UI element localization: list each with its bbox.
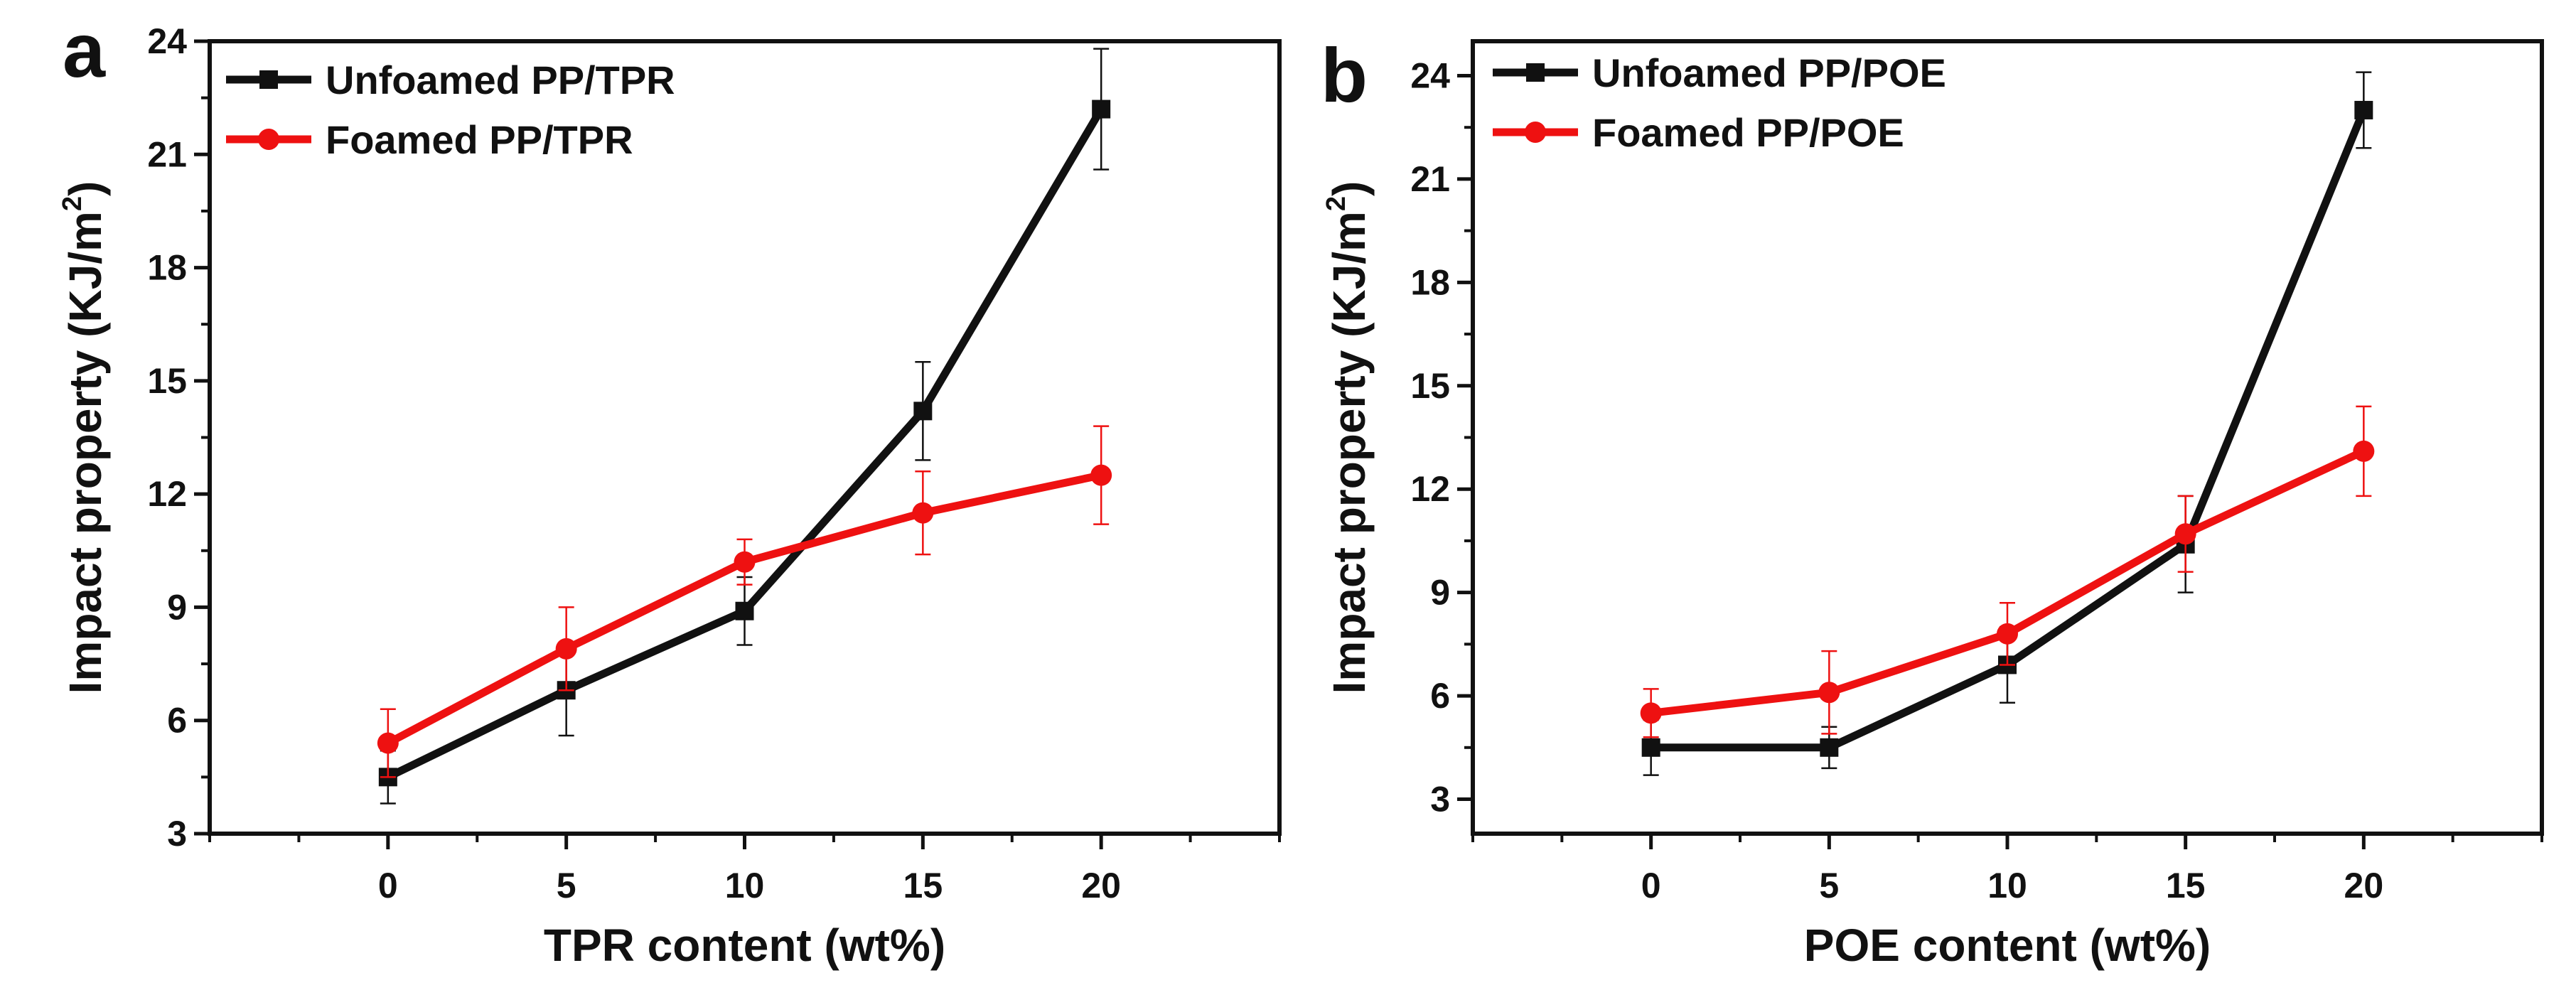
panel-label: b: [1321, 32, 1368, 118]
y-axis-title-main: Impact property (KJ/m: [60, 211, 111, 694]
x-axis-title: POE content (wt%): [1804, 920, 2211, 971]
data-point: [1090, 464, 1112, 486]
series-line: [386, 107, 1105, 781]
data-point: [1641, 738, 1660, 757]
x-axis-title: TPR content (wt%): [544, 920, 945, 971]
y-tick-label: 12: [147, 474, 187, 514]
panel-label: a: [63, 7, 106, 93]
y-tick-label: 24: [147, 21, 187, 61]
y-tick-label: 6: [167, 701, 187, 741]
y-axis-title: Impact property (KJ/m2): [1321, 181, 1375, 694]
legend-entry: Foamed PP/POE: [1493, 110, 1904, 155]
chart-panel-b: 0 5 10 15 20 3 6 9 12 15 18 21 24 POE content (wt%) Im…: [1321, 32, 2544, 971]
y-axis-title-main: Impact property (KJ/m: [1324, 211, 1375, 694]
legend-marker: [1525, 122, 1546, 143]
x-tick-label: 10: [1987, 866, 2027, 905]
x-tick-label: 20: [1081, 866, 1121, 905]
x-tick-label: 15: [2166, 866, 2206, 905]
x-tick-label: 20: [2344, 866, 2384, 905]
y-axis-title-end: ): [1324, 181, 1375, 196]
legend-label: Foamed PP/POE: [1592, 110, 1904, 155]
y-tick-label: 3: [1430, 780, 1450, 819]
y-axis-title: Impact property (KJ/m2): [58, 181, 111, 694]
y-axis-title-end: ): [60, 181, 111, 196]
legend-entry: Unfoamed PP/POE: [1493, 50, 1946, 95]
legend-entry: Foamed PP/TPR: [226, 117, 633, 162]
x-tick-label: 0: [1641, 866, 1661, 905]
legend-label: Unfoamed PP/TPR: [326, 58, 675, 102]
plot-frame: [1471, 39, 2544, 836]
y-tick-label: 21: [1410, 159, 1450, 199]
data-point: [734, 551, 756, 573]
data-point: [913, 402, 933, 421]
x-tick-label: 0: [378, 866, 398, 905]
data-point: [2354, 100, 2373, 119]
y-tick-label: 12: [1410, 469, 1450, 509]
x-tick-label: 5: [557, 866, 576, 905]
x-tick-label: 10: [725, 866, 765, 905]
y-tick-label: 18: [1410, 262, 1450, 302]
data-point: [1818, 682, 1840, 704]
legend-marker: [1526, 63, 1545, 82]
legend-label: Unfoamed PP/POE: [1592, 50, 1946, 95]
y-tick-label: 21: [147, 134, 187, 174]
legend-entry: Unfoamed PP/TPR: [226, 58, 675, 102]
data-point: [1640, 702, 1662, 724]
data-point: [735, 601, 754, 620]
y-tick-label: 18: [147, 248, 187, 288]
chart-panel-a: 0 5 10 15 20 3 6 9 12 15 18 21 24 TPR content (wt%) Im…: [58, 7, 1282, 971]
legend-marker: [258, 129, 279, 150]
x-tick-label: 5: [1819, 866, 1839, 905]
legend-label: Foamed PP/TPR: [326, 117, 633, 162]
y-axis-title-superscript: 2: [58, 196, 87, 211]
legend-marker: [259, 70, 278, 89]
y-tick-label: 24: [1410, 55, 1450, 95]
x-tick-label: 15: [903, 866, 943, 905]
data-point: [1820, 738, 1839, 757]
data-point: [555, 638, 577, 660]
data-point: [1092, 100, 1111, 119]
data-point: [1997, 623, 2018, 645]
y-tick-label: 15: [1410, 366, 1450, 406]
data-point: [2353, 440, 2375, 462]
data-point: [2174, 523, 2196, 545]
y-tick-label: 9: [1430, 573, 1450, 613]
y-tick-label: 15: [147, 361, 187, 401]
y-axis-title-superscript: 2: [1321, 196, 1351, 211]
y-tick-label: 9: [167, 587, 187, 627]
y-tick-label: 3: [167, 814, 187, 854]
y-tick-label: 6: [1430, 676, 1450, 716]
data-point: [377, 732, 399, 754]
data-point: [912, 502, 934, 524]
